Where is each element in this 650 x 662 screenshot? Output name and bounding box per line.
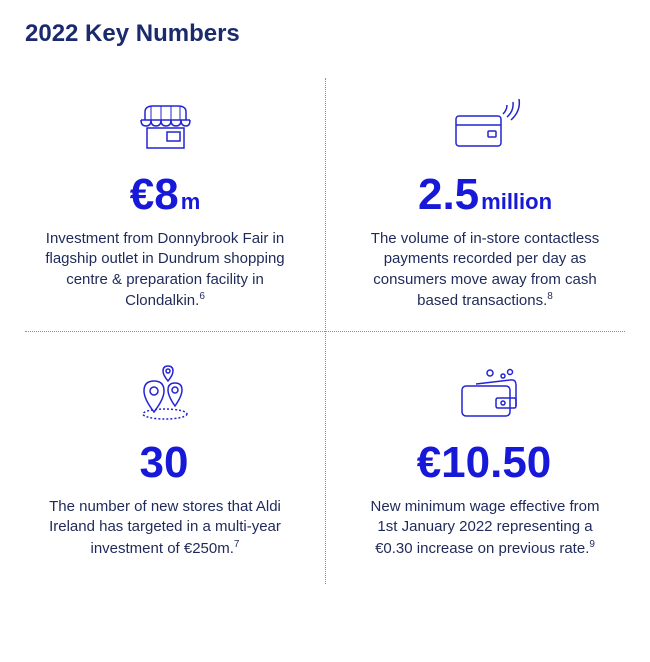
storefront-icon (35, 93, 295, 158)
map-pins-icon (35, 361, 295, 426)
stat-description: Investment from Donnybrook Fair in flags… (40, 229, 290, 311)
stat-value: €8 m (35, 173, 295, 217)
stat-description: The number of new stores that Aldi Irela… (40, 497, 290, 559)
stat-value: €10.50 (355, 441, 615, 485)
stat-cell-stores: 30 The number of new stores that Aldi Ir… (25, 341, 325, 589)
value-number: 2.5 (418, 173, 479, 217)
stat-cell-contactless: 2.5 million The volume of in-store conta… (325, 73, 625, 341)
value-unit: million (481, 189, 552, 215)
value-number: 30 (140, 441, 189, 485)
page-title: 2022 Key Numbers (25, 20, 625, 48)
value-number: €10.50 (417, 441, 552, 485)
value-number: €8 (130, 173, 179, 217)
contactless-card-icon (355, 93, 615, 158)
value-unit: m (181, 189, 201, 215)
footnote-ref: 7 (234, 539, 240, 550)
stats-grid: €8 m Investment from Donnybrook Fair in … (25, 73, 625, 589)
footnote-ref: 9 (589, 539, 595, 550)
stat-value: 30 (35, 441, 295, 485)
stat-cell-investment: €8 m Investment from Donnybrook Fair in … (25, 73, 325, 341)
stat-description: New minimum wage effective from 1st Janu… (360, 497, 610, 559)
footnote-ref: 8 (547, 291, 553, 302)
stat-cell-wage: €10.50 New minimum wage effective from 1… (325, 341, 625, 589)
stat-description: The volume of in-store contactless payme… (360, 229, 610, 311)
stat-value: 2.5 million (355, 173, 615, 217)
wallet-coins-icon (355, 361, 615, 426)
footnote-ref: 6 (199, 291, 205, 302)
